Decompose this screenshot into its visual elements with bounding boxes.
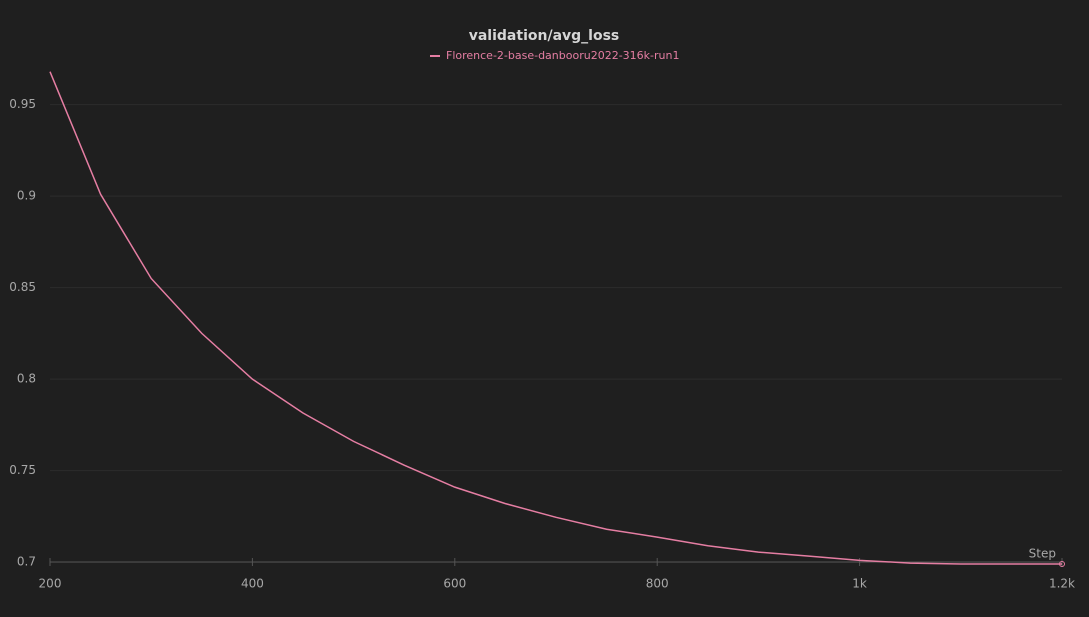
end-marker bbox=[1059, 561, 1065, 567]
y-tick-label: 0.9 bbox=[17, 189, 36, 203]
y-tick-label: 0.7 bbox=[17, 555, 36, 569]
x-tick-label: 1.2k bbox=[1049, 577, 1075, 591]
x-axis-label: Step bbox=[1029, 547, 1056, 561]
x-tick-label: 200 bbox=[39, 577, 62, 591]
legend-label: Florence-2-base-danbooru2022-316k-run1 bbox=[446, 49, 679, 62]
y-tick-label: 0.8 bbox=[17, 372, 36, 386]
y-tick-label: 0.95 bbox=[9, 97, 36, 111]
x-tick-label: 1k bbox=[852, 577, 867, 591]
y-tick-label: 0.75 bbox=[9, 463, 36, 477]
y-tick-label: 0.85 bbox=[9, 280, 36, 294]
series-line bbox=[49, 71, 1062, 565]
x-tick-label: 600 bbox=[443, 577, 466, 591]
chart-title: validation/avg_loss bbox=[469, 28, 620, 44]
x-tick-label: 400 bbox=[241, 577, 264, 591]
x-tick-label: 800 bbox=[646, 577, 669, 591]
